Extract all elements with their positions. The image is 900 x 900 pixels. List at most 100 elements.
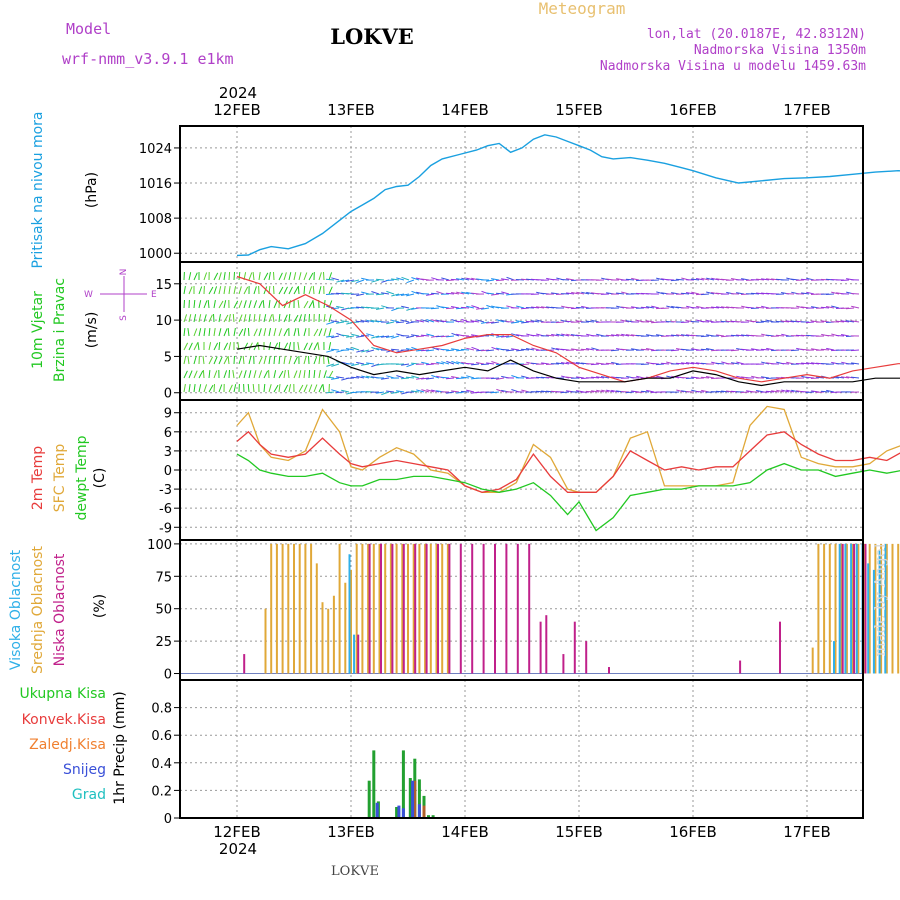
wind-arrow: [308, 384, 313, 393]
wind-arrow: [218, 286, 222, 295]
wind-arrow: [840, 279, 850, 281]
cloud-ylabel-low: Niska Oblacnost: [52, 553, 68, 666]
wind-arrow: [850, 349, 860, 352]
wind-arrow: [765, 390, 775, 393]
wind-arrow: [501, 278, 510, 281]
wind-arrow: [273, 328, 277, 337]
wind-arrow: [308, 300, 314, 309]
wind-arrow: [471, 305, 480, 309]
wind-arrow: [371, 319, 380, 323]
temperature-ytick-label: 3: [164, 445, 172, 460]
wind-arrow: [278, 355, 281, 365]
wind-arrow: [213, 370, 218, 379]
wind-arrow: [640, 306, 650, 309]
wind-arrow: [396, 277, 405, 281]
wind-arrow: [203, 272, 208, 281]
wind-arrow: [476, 362, 485, 365]
wind-arrow: [736, 361, 745, 365]
wind-arrow: [591, 319, 600, 323]
wind-arrow: [183, 384, 186, 393]
wind-arrow: [750, 320, 760, 323]
wind-arrow: [361, 349, 370, 353]
wind-arrow: [187, 356, 190, 365]
wind-arrow: [258, 328, 262, 337]
wind-arrow: [486, 349, 495, 352]
wind-arrow: [218, 341, 221, 351]
wind-arrow: [671, 305, 680, 309]
wind-arrow: [660, 307, 670, 309]
wind-arrow: [401, 276, 410, 281]
wind-arrow: [466, 335, 475, 338]
wind-arrow: [720, 320, 730, 323]
wind-arrow: [556, 362, 565, 365]
pressure-unit: (hPa): [84, 172, 100, 208]
wind-arrow: [268, 328, 271, 337]
wind-arrow: [851, 305, 860, 309]
wind-arrow: [331, 389, 340, 393]
wind-arrow: [806, 291, 815, 295]
wind-arrow: [188, 370, 193, 379]
wind-arrow: [323, 314, 326, 323]
wind-arrow: [233, 271, 235, 281]
wind-arrow: [561, 333, 570, 337]
precip-background: [180, 680, 863, 818]
wind-arrow: [476, 319, 485, 323]
wind-arrow: [451, 348, 460, 351]
date-label-bottom: 15FEB: [555, 823, 602, 841]
wind-arrow: [805, 321, 815, 324]
wind-arrow: [656, 277, 665, 281]
wind-arrow: [400, 377, 410, 380]
wind-arrow: [426, 377, 435, 380]
wind-arrow: [560, 391, 570, 394]
wind-arrow: [406, 307, 415, 311]
wind-arrow: [401, 363, 410, 366]
wind-arrow: [451, 292, 460, 295]
wind-arrow: [318, 286, 322, 295]
wind-arrow: [426, 349, 435, 352]
wind-arrow: [741, 334, 750, 337]
wind-arrow: [218, 356, 223, 365]
wind-arrow: [268, 272, 271, 281]
wind-arrow: [736, 334, 745, 337]
wind-arrow: [820, 390, 830, 393]
temperature-ytick-label: 9: [164, 407, 172, 422]
wind-arrow: [288, 313, 291, 323]
wind-arrow: [436, 291, 445, 295]
wind-arrow: [521, 278, 530, 281]
wind-arrow: [223, 342, 229, 351]
wind-arrow: [228, 342, 232, 351]
wind-arrow: [541, 362, 550, 365]
wind-arrow: [691, 291, 700, 295]
wind-arrow: [526, 348, 535, 351]
wind-arrow: [805, 391, 815, 393]
wind-arrow: [421, 361, 430, 365]
wind-arrow: [491, 321, 500, 324]
wind-arrow: [506, 276, 515, 281]
wind-arrow: [268, 384, 272, 393]
wind-arrow: [455, 320, 465, 323]
wind-arrow: [371, 335, 380, 339]
wind-arrow: [456, 391, 465, 394]
wind-arrow: [655, 363, 665, 366]
wind-arrow: [248, 272, 253, 281]
wind-arrow: [820, 306, 830, 309]
date-label-top: 17FEB: [783, 101, 830, 119]
year-bottom: 2024: [219, 840, 257, 858]
wind-arrow: [525, 320, 535, 323]
wind-arrow: [516, 320, 525, 323]
wind-arrow: [312, 300, 315, 309]
wind-arrow: [385, 279, 395, 281]
cloud-ytick-label: 50: [155, 603, 172, 618]
wind-arrow: [303, 356, 307, 365]
wind-unit: (m/s): [84, 312, 100, 349]
wind-arrow: [516, 349, 525, 352]
wind-arrow: [491, 278, 500, 281]
wind-arrow: [430, 292, 440, 295]
wind-arrow: [431, 374, 440, 379]
wind-arrow: [183, 299, 185, 309]
wind-arrow: [676, 389, 685, 393]
wind-arrow: [471, 363, 480, 366]
wind-arrow: [252, 272, 255, 281]
wind-arrow: [421, 377, 430, 380]
wind-arrow: [325, 391, 335, 394]
